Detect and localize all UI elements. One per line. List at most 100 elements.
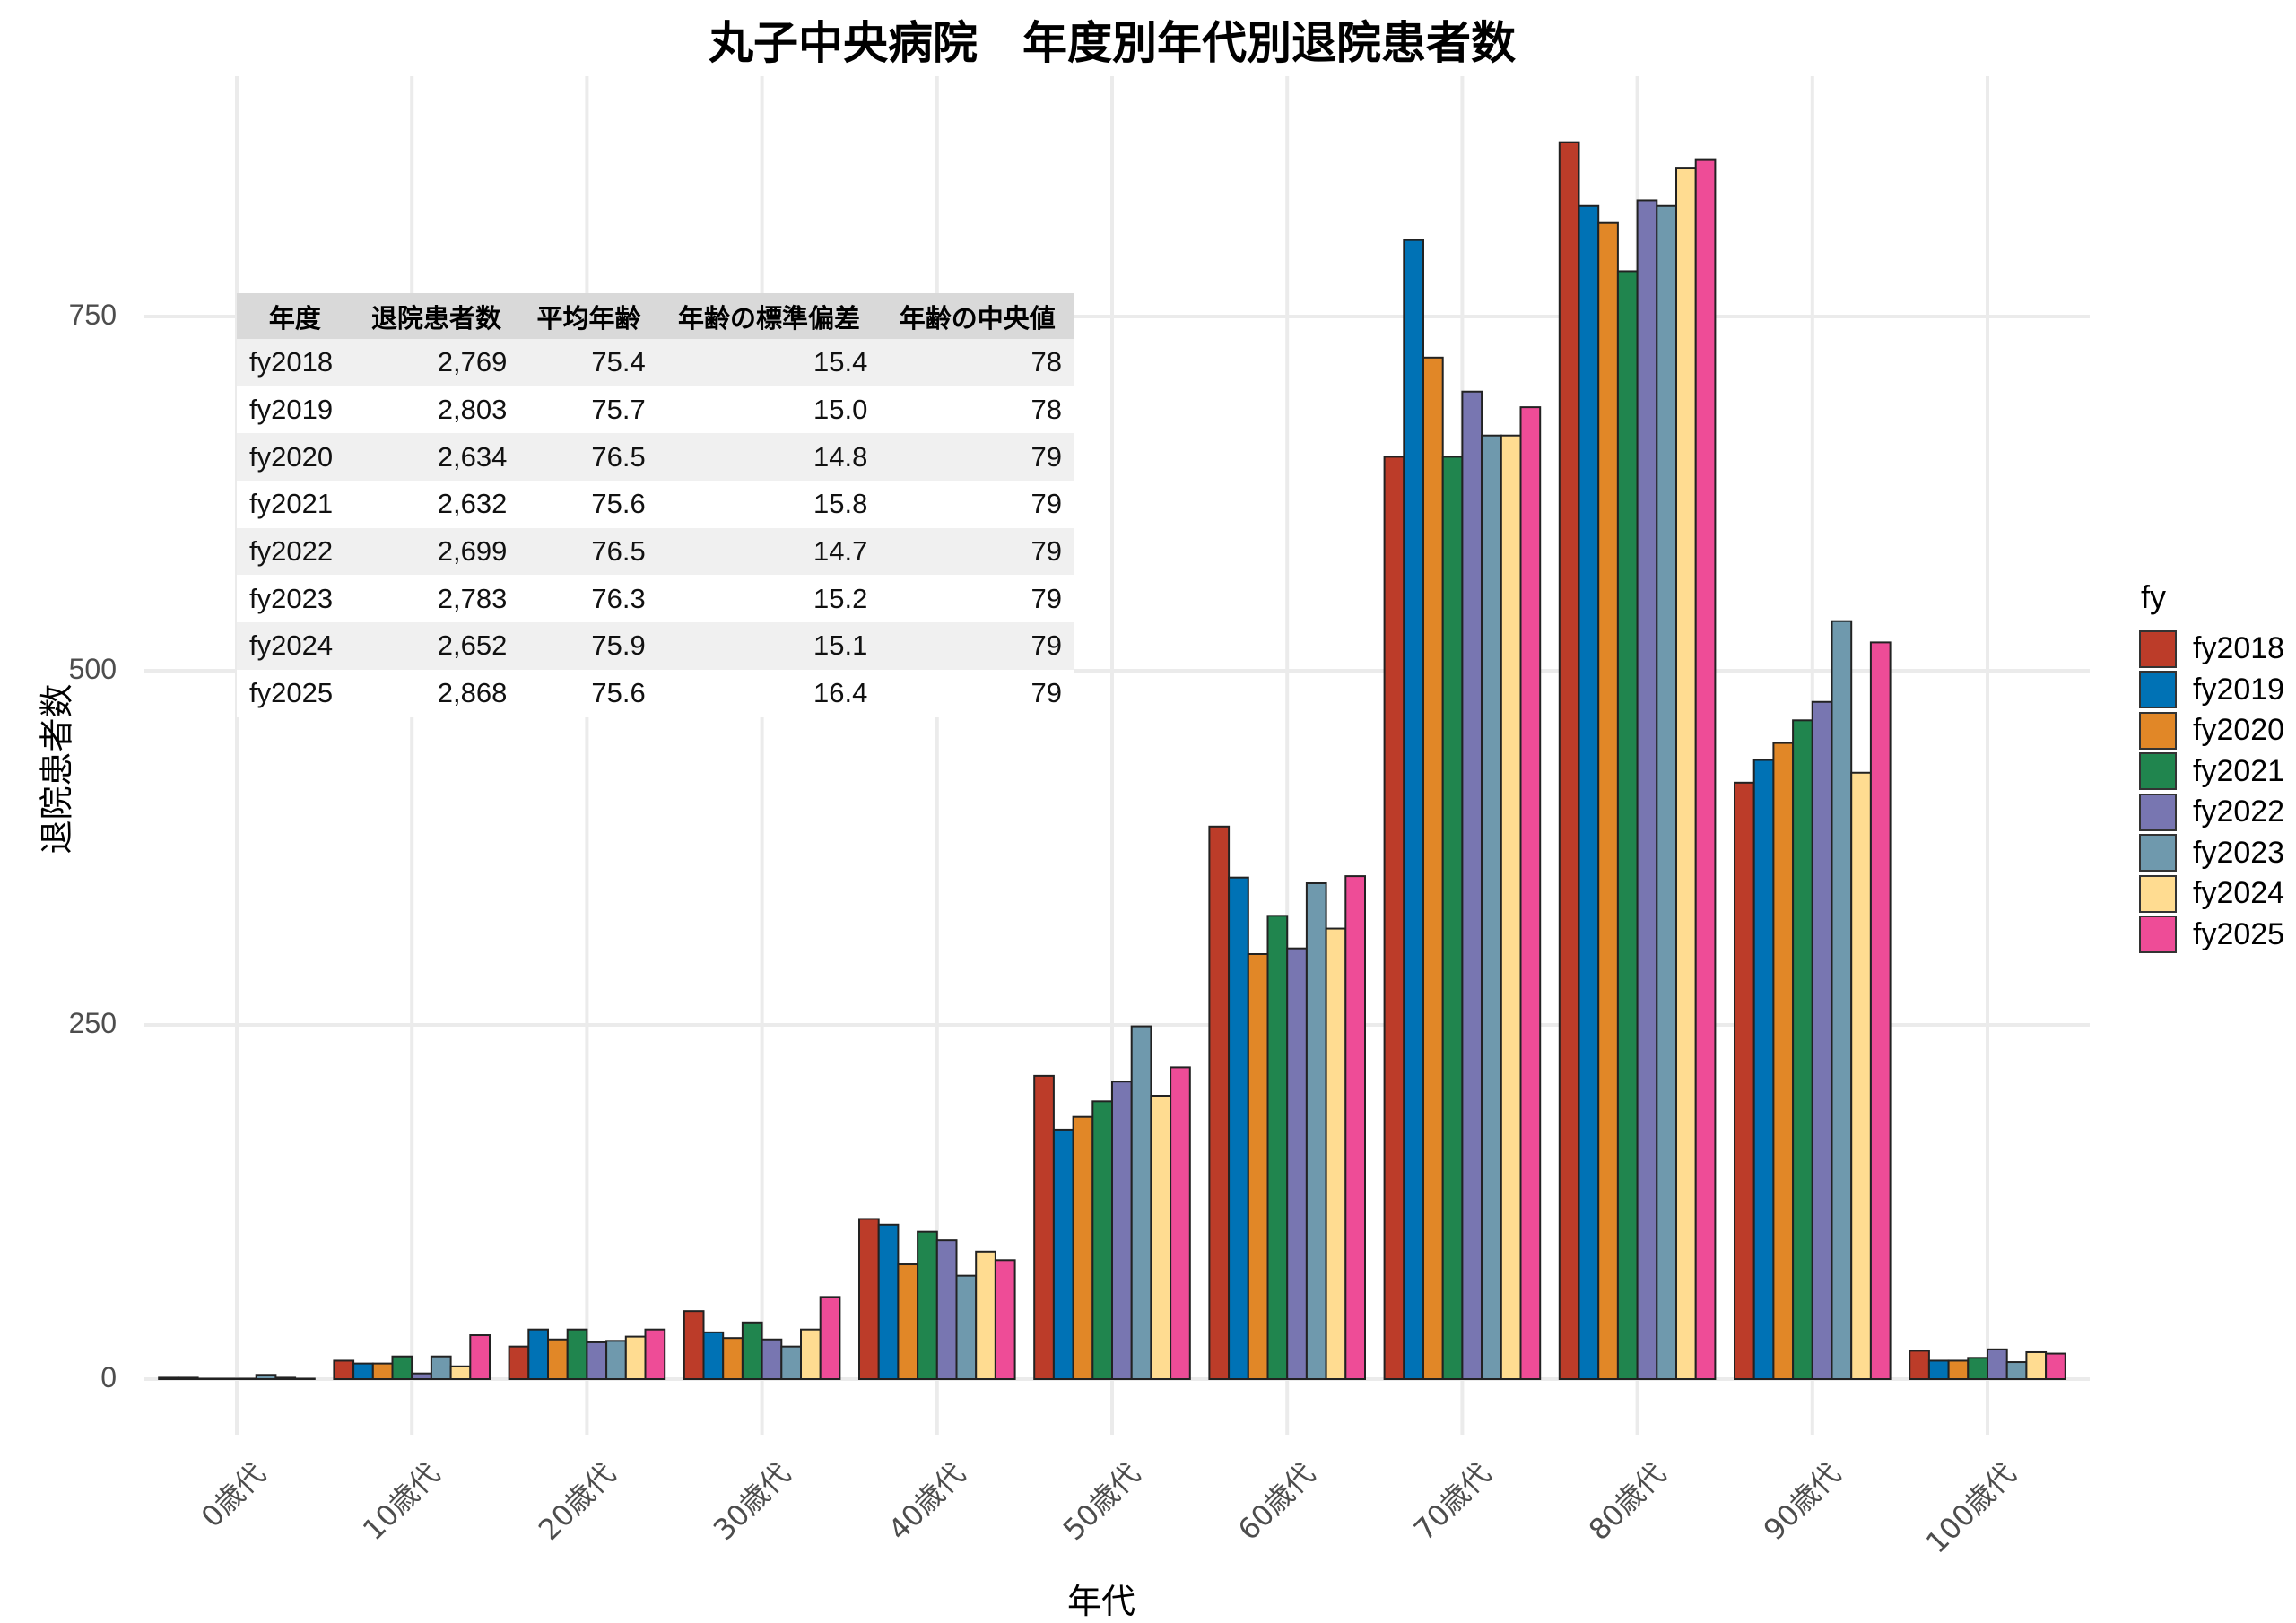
bar-fy2023-1 <box>430 1355 452 1380</box>
table-cell: 15.4 <box>657 339 881 386</box>
bar-fy2019-10 <box>1927 1359 1950 1380</box>
bar-fy2025-8 <box>1694 158 1717 1380</box>
table-cell: fy2023 <box>249 582 334 614</box>
bar-fy2020-9 <box>1772 742 1795 1380</box>
bar-fy2024-9 <box>1850 771 1872 1380</box>
bar-fy2019-6 <box>1228 876 1249 1380</box>
legend-swatch <box>2139 834 2177 872</box>
bar-fy2024-1 <box>449 1365 472 1381</box>
table-cell: 76.3 <box>591 582 646 614</box>
legend-label: fy2019 <box>2193 672 2285 707</box>
bar-fy2018-3 <box>683 1310 705 1381</box>
table-row: fy2021 2,632 75.6 15.8 79 <box>237 481 1074 528</box>
bar-fy2025-7 <box>1519 406 1542 1380</box>
legend-swatch <box>2139 629 2177 668</box>
table-cell: fy2019 <box>249 394 334 426</box>
bar-fy2019-3 <box>702 1331 725 1380</box>
y-tick-label: 250 <box>68 1007 117 1039</box>
bar-fy2023-2 <box>605 1340 627 1380</box>
table-cell: 76.5 <box>519 527 658 576</box>
bar-fy2020-6 <box>1247 953 1269 1380</box>
bar-fy2020-0 <box>196 1377 219 1380</box>
table-cell: fy2018 <box>237 339 353 386</box>
bar-fy2025-2 <box>644 1328 666 1380</box>
legend-label: fy2023 <box>2193 835 2285 870</box>
bar-fy2022-3 <box>761 1338 783 1381</box>
legend-item-fy2025: fy2025 <box>2139 915 2284 956</box>
bar-fy2024-10 <box>2025 1350 2048 1380</box>
bar-fy2020-5 <box>1072 1115 1094 1380</box>
table-row: fy2019 2,803 75.7 15.0 78 <box>237 386 1074 434</box>
table-cell: 79 <box>880 527 1074 576</box>
bar-fy2021-3 <box>741 1321 763 1381</box>
bar-fy2024-5 <box>1150 1095 1172 1380</box>
table-cell: 75.6 <box>591 488 646 520</box>
legend-swatch <box>2139 752 2177 791</box>
legend-swatch <box>2139 711 2177 750</box>
x-axis-title: 年代 <box>1067 1582 1136 1621</box>
bar-fy2019-8 <box>1578 204 1600 1380</box>
table-cell: 14.8 <box>657 433 881 482</box>
table-cell: 78 <box>880 339 1074 386</box>
table-cell: 2,783 <box>437 582 508 614</box>
bar-fy2025-5 <box>1170 1066 1191 1381</box>
table-cell: fy2021 <box>249 488 334 520</box>
legend-label: fy2022 <box>2193 794 2285 829</box>
table-header-cell: 年齢の中央値 <box>880 293 1074 339</box>
y-axis-title: 退院患者数 <box>37 683 77 855</box>
table-cell: 2,803 <box>437 394 508 426</box>
chart-title: 丸子中央病院 年度別年代別退院患者数 <box>709 17 1516 69</box>
y-tick-label: 0 <box>100 1361 117 1393</box>
table-cell: 75.7 <box>591 394 646 426</box>
legend-swatch <box>2139 793 2177 831</box>
y-tick-label: 500 <box>68 653 117 685</box>
legend-item-fy2022: fy2022 <box>2139 792 2284 833</box>
legend-item-fy2023: fy2023 <box>2139 833 2284 874</box>
bar-fy2022-9 <box>1811 700 1833 1380</box>
table-cell: 2,632 <box>437 488 508 520</box>
table-cell: fy2022 <box>237 527 353 576</box>
bar-fy2018-0 <box>158 1376 179 1381</box>
bar-fy2022-2 <box>586 1341 608 1381</box>
bar-fy2020-3 <box>722 1337 744 1381</box>
legend-title: fy <box>2141 578 2167 615</box>
bar-fy2025-6 <box>1344 875 1367 1380</box>
bar-fy2020-4 <box>897 1263 919 1381</box>
bar-fy2023-5 <box>1130 1025 1152 1380</box>
bar-fy2024-6 <box>1325 927 1347 1381</box>
bar-fy2018-8 <box>1558 141 1580 1380</box>
bar-fy2020-2 <box>547 1338 569 1381</box>
bar-fy2021-9 <box>1792 719 1813 1380</box>
bar-fy2018-6 <box>1208 825 1231 1380</box>
bar-fy2021-4 <box>917 1230 938 1381</box>
table-cell: 79 <box>880 433 1074 482</box>
table-cell: 2,634 <box>352 433 520 482</box>
bar-fy2022-10 <box>1987 1348 2008 1380</box>
legend-swatch <box>2139 874 2177 913</box>
table-cell: 2,868 <box>437 677 508 709</box>
bar-fy2019-9 <box>1752 759 1775 1380</box>
bar-fy2024-7 <box>1500 434 1522 1381</box>
table-cell: 15.0 <box>813 394 868 426</box>
bar-fy2020-10 <box>1947 1359 1970 1380</box>
bar-fy2019-0 <box>177 1376 199 1381</box>
y-tick-label: 750 <box>68 299 117 331</box>
bar-fy2022-6 <box>1286 947 1308 1381</box>
bar-fy2024-8 <box>1675 167 1697 1381</box>
bar-fy2020-1 <box>371 1362 394 1380</box>
legend-item-fy2024: fy2024 <box>2139 873 2284 915</box>
bar-fy2024-4 <box>975 1250 996 1381</box>
bar-fy2021-0 <box>216 1377 239 1380</box>
table-row: fy2020 2,634 76.5 14.8 79 <box>237 433 1074 482</box>
legend-swatch <box>2139 671 2177 709</box>
bar-fy2023-8 <box>1656 204 1678 1380</box>
table-cell: fy2020 <box>237 433 353 482</box>
bar-fy2022-7 <box>1461 390 1483 1380</box>
table-cell: 2,769 <box>352 339 520 386</box>
bar-fy2021-6 <box>1266 915 1289 1380</box>
bar-fy2021-8 <box>1616 270 1639 1381</box>
table-cell: 76.5 <box>519 433 658 482</box>
legend-item-fy2018: fy2018 <box>2139 629 2284 670</box>
bar-fy2020-7 <box>1422 356 1444 1381</box>
